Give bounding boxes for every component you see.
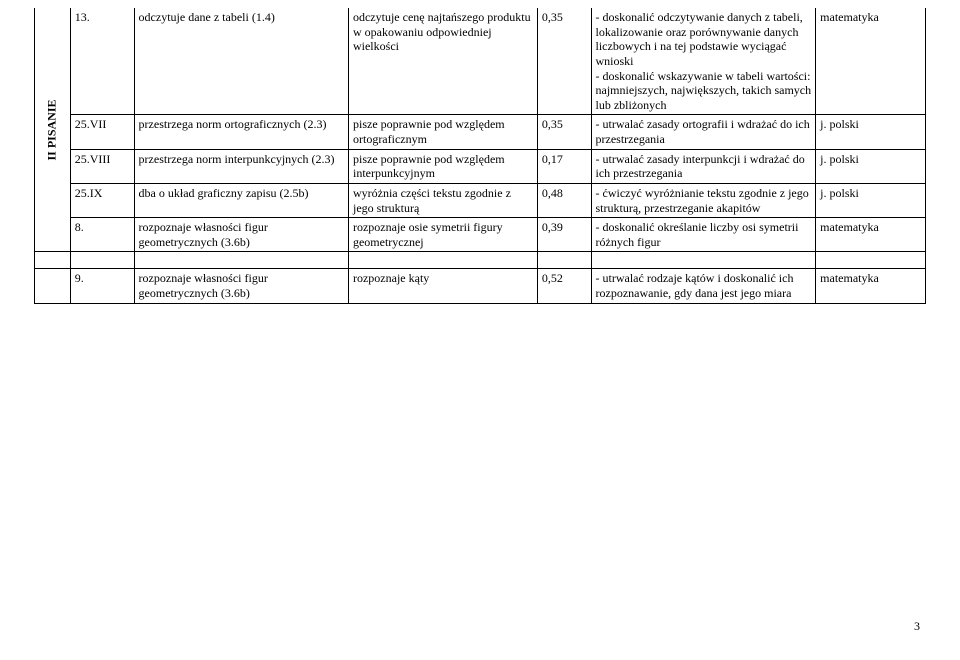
cell-side-gap bbox=[35, 252, 71, 269]
cell-a: przestrzega norm ortograficznych (2.3) bbox=[134, 115, 348, 149]
cell-a: rozpoznaje własności figur geometrycznyc… bbox=[134, 218, 348, 252]
page-number: 3 bbox=[914, 619, 920, 634]
cell-b: rozpoznaje kąty bbox=[348, 269, 537, 303]
page-container: II PISANIE 13. odczytuje dane z tabeli (… bbox=[0, 0, 960, 640]
cell-d: - utrwalać zasady ortografii i wdrażać d… bbox=[591, 115, 816, 149]
table-row: 25.VIII przestrzega norm interpunkcyjnyc… bbox=[35, 149, 926, 183]
cell-b: rozpoznaje osie symetrii figury geometry… bbox=[348, 218, 537, 252]
cell-c: 0,35 bbox=[537, 8, 591, 115]
table-row: 9. rozpoznaje własności figur geometrycz… bbox=[35, 269, 926, 303]
cell-d: - utrwalać zasady interpunkcji i wdrażać… bbox=[591, 149, 816, 183]
cell-num: 8. bbox=[70, 218, 134, 252]
cell-c: 0,39 bbox=[537, 218, 591, 252]
table-row-gap bbox=[35, 252, 926, 269]
table-row: 25.IX dba o układ graficzny zapisu (2.5b… bbox=[35, 183, 926, 217]
cell-e: j. polski bbox=[816, 183, 926, 217]
cell-c: 0,35 bbox=[537, 115, 591, 149]
cell-num: 25.VII bbox=[70, 115, 134, 149]
cell-e: matematyka bbox=[816, 8, 926, 115]
table-row: 25.VII przestrzega norm ortograficznych … bbox=[35, 115, 926, 149]
table-row: II PISANIE 13. odczytuje dane z tabeli (… bbox=[35, 8, 926, 115]
table-row: 8. rozpoznaje własności figur geometrycz… bbox=[35, 218, 926, 252]
cell-a: odczytuje dane z tabeli (1.4) bbox=[134, 8, 348, 115]
cell-e: j. polski bbox=[816, 149, 926, 183]
cell-d: - ćwiczyć wyróżnianie tekstu zgodnie z j… bbox=[591, 183, 816, 217]
cell-a: przestrzega norm interpunkcyjnych (2.3) bbox=[134, 149, 348, 183]
cell-e bbox=[816, 252, 926, 269]
cell-num: 25.VIII bbox=[70, 149, 134, 183]
cell-b: wyróżnia części tekstu zgodnie z jego st… bbox=[348, 183, 537, 217]
cell-b: odczytuje cenę najtańszego produktu w op… bbox=[348, 8, 537, 115]
cell-num: 25.IX bbox=[70, 183, 134, 217]
cell-b: pisze poprawnie pod względem interpunkcy… bbox=[348, 149, 537, 183]
side-label-cell: II PISANIE bbox=[35, 8, 71, 252]
cell-a: rozpoznaje własności figur geometrycznyc… bbox=[134, 269, 348, 303]
cell-side-last bbox=[35, 269, 71, 303]
cell-d: - doskonalić odczytywanie danych z tabel… bbox=[591, 8, 816, 115]
cell-d: - utrwalać rodzaje kątów i doskonalić ic… bbox=[591, 269, 816, 303]
cell-num: 13. bbox=[70, 8, 134, 115]
cell-d bbox=[591, 252, 816, 269]
cell-num bbox=[70, 252, 134, 269]
cell-d: - doskonalić określanie liczby osi symet… bbox=[591, 218, 816, 252]
cell-c: 0,52 bbox=[537, 269, 591, 303]
cell-b bbox=[348, 252, 537, 269]
cell-e: j. polski bbox=[816, 115, 926, 149]
cell-c: 0,48 bbox=[537, 183, 591, 217]
cell-b: pisze poprawnie pod względem ortograficz… bbox=[348, 115, 537, 149]
cell-c: 0,17 bbox=[537, 149, 591, 183]
cell-num: 9. bbox=[70, 269, 134, 303]
cell-a: dba o układ graficzny zapisu (2.5b) bbox=[134, 183, 348, 217]
cell-e: matematyka bbox=[816, 218, 926, 252]
cell-e: matematyka bbox=[816, 269, 926, 303]
side-label: II PISANIE bbox=[45, 99, 60, 160]
main-table: II PISANIE 13. odczytuje dane z tabeli (… bbox=[34, 8, 926, 304]
cell-c bbox=[537, 252, 591, 269]
cell-a bbox=[134, 252, 348, 269]
